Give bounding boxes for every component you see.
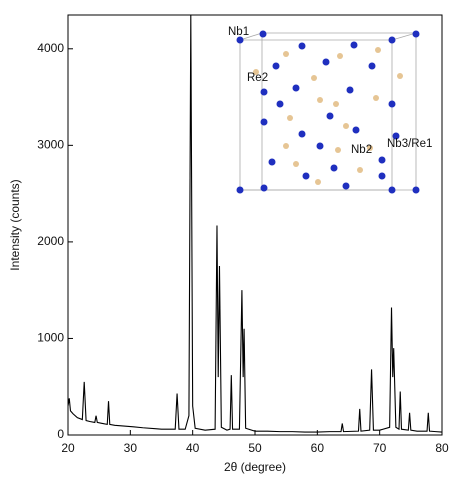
x-tick-label: 80 — [435, 441, 449, 455]
atom — [343, 123, 349, 129]
atom — [268, 158, 276, 166]
y-tick-label: 0 — [57, 427, 64, 441]
atom — [311, 75, 317, 81]
atom — [357, 167, 363, 173]
atom — [298, 42, 306, 50]
atom — [260, 88, 268, 96]
cell-front — [239, 39, 393, 191]
cell-edge — [391, 32, 417, 41]
atom — [302, 172, 310, 180]
atom — [259, 30, 267, 38]
atom — [392, 132, 400, 140]
annotation: Nb1 — [228, 26, 249, 38]
x-tick-label: 30 — [124, 441, 138, 455]
atom — [326, 112, 334, 120]
data-line — [67, 14, 443, 433]
atom — [298, 130, 306, 138]
atom — [317, 97, 323, 103]
atom — [283, 51, 289, 57]
y-axis-label: Intensity (counts) — [8, 179, 22, 270]
atom — [276, 100, 284, 108]
atom — [352, 126, 360, 134]
atom — [322, 58, 330, 66]
y-tick-label: 3000 — [37, 138, 64, 152]
atom — [342, 182, 350, 190]
atom — [253, 69, 259, 75]
atom — [350, 41, 358, 49]
atom — [272, 62, 280, 70]
atom — [368, 62, 376, 70]
y-tick-label: 2000 — [37, 234, 64, 248]
atom — [293, 161, 299, 167]
annotation: Nb3/Re1 — [387, 138, 432, 150]
x-tick-label: 50 — [248, 441, 262, 455]
atom — [373, 95, 379, 101]
atom — [412, 186, 420, 194]
atom — [397, 73, 403, 79]
x-axis-label: 2θ (degree) — [224, 460, 286, 474]
atom — [287, 115, 293, 121]
x-tick-label: 20 — [61, 441, 75, 455]
annotation: Nb2 — [351, 144, 372, 156]
atom — [236, 186, 244, 194]
y-tick-label: 4000 — [37, 41, 64, 55]
atom — [378, 156, 386, 164]
atom — [335, 147, 341, 153]
atom — [367, 145, 373, 151]
atom — [388, 186, 396, 194]
y-tick-label: 1000 — [37, 331, 64, 345]
atom — [388, 36, 396, 44]
x-tick-label: 70 — [373, 441, 387, 455]
atom — [330, 164, 338, 172]
atom — [315, 179, 321, 185]
atom — [283, 143, 289, 149]
x-tick-label: 60 — [311, 441, 325, 455]
atom — [412, 30, 420, 38]
atom — [375, 47, 381, 53]
atom — [388, 100, 396, 108]
crystal-inset — [239, 32, 417, 191]
atom — [316, 142, 324, 150]
atoms — [236, 30, 420, 194]
annotation: Re2 — [247, 72, 268, 84]
atom — [346, 86, 354, 94]
atom — [292, 84, 300, 92]
atom — [333, 101, 339, 107]
atom — [378, 172, 386, 180]
atoms — [253, 47, 403, 185]
atom — [337, 53, 343, 59]
atom — [236, 36, 244, 44]
cell-edge — [239, 32, 263, 41]
x-tick-label: 40 — [186, 441, 200, 455]
atom — [260, 118, 268, 126]
atom — [260, 184, 268, 192]
